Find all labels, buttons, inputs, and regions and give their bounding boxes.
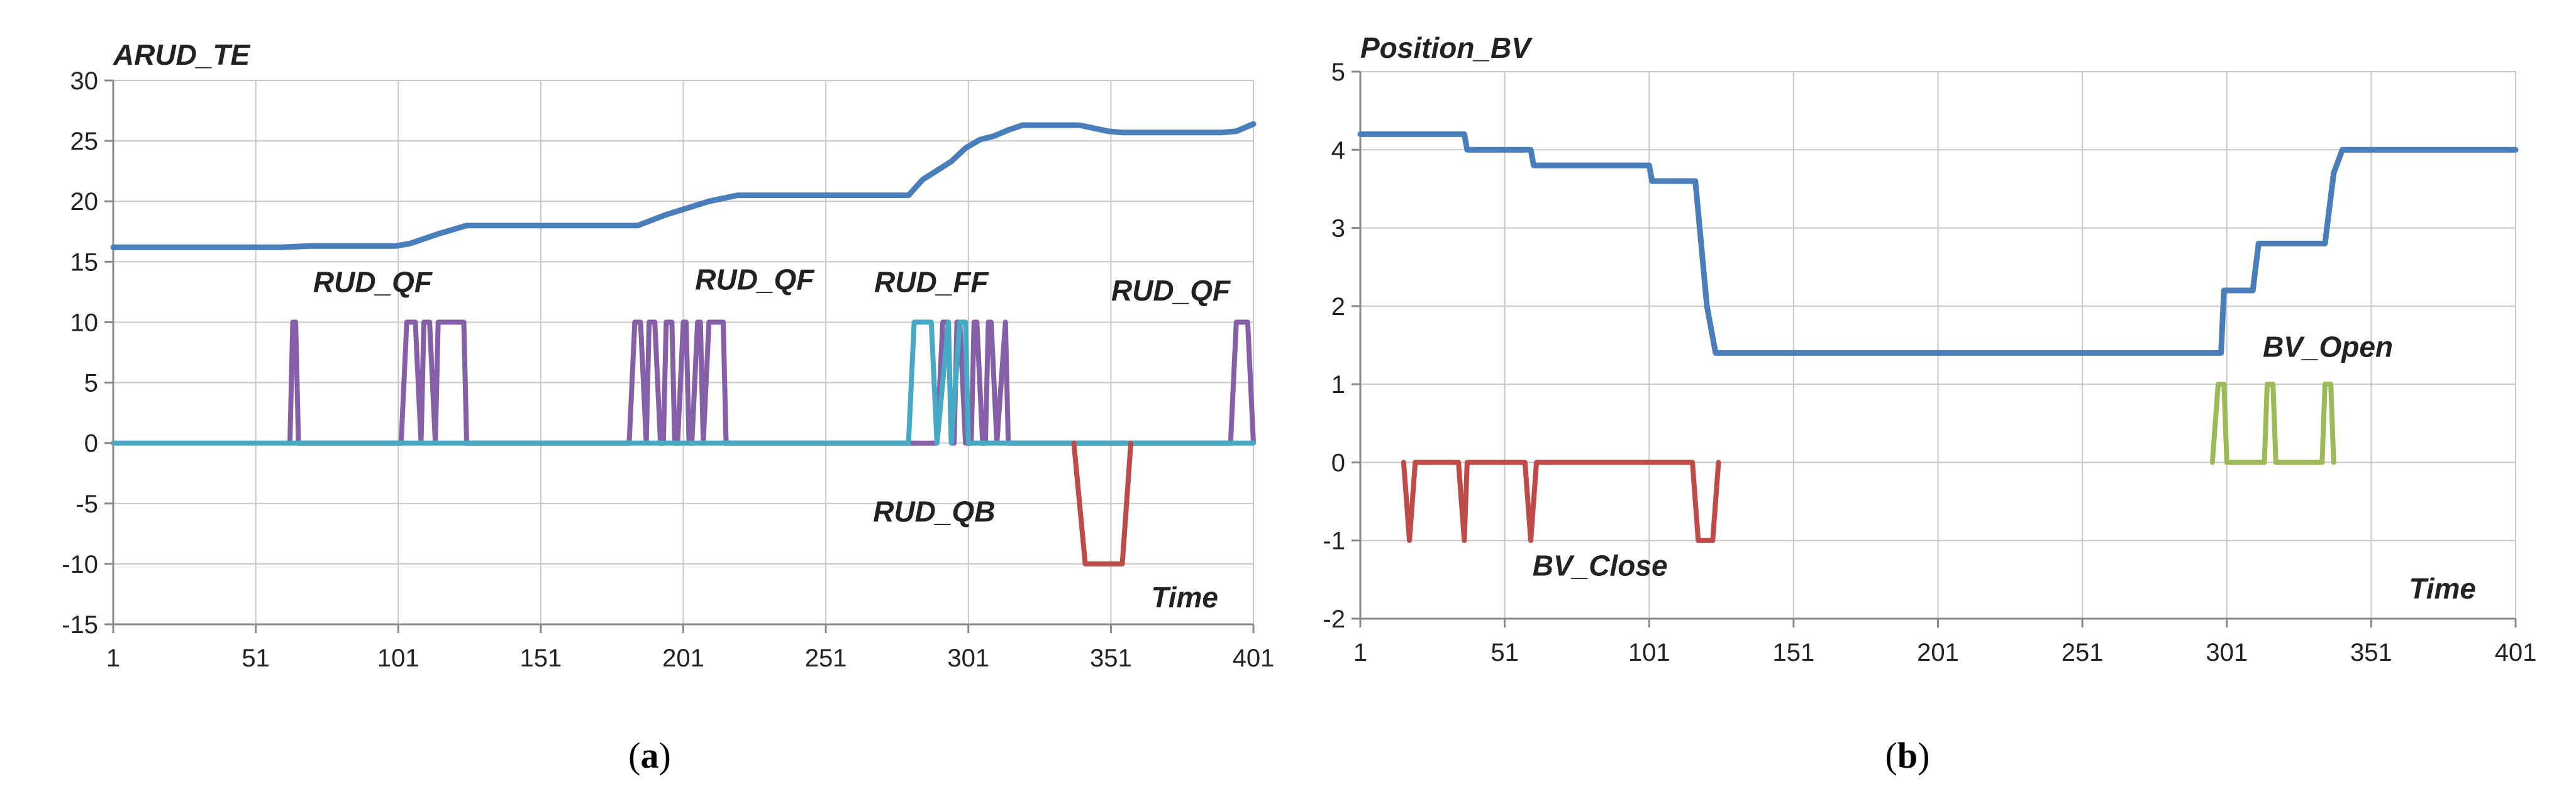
x-tick-label: 301	[947, 644, 989, 672]
y-tick-label: -5	[75, 490, 98, 518]
x-tick-label: 51	[242, 644, 270, 672]
x-tick-label: 301	[2206, 639, 2248, 666]
series-line-bv-close	[1401, 460, 1721, 543]
x-tick-label: 401	[1233, 644, 1275, 672]
annotation-rud-ff: RUD_FF	[874, 265, 989, 298]
annotations: BV_Close BV_Open	[1533, 331, 2393, 582]
series-line-rud-ff	[111, 319, 1256, 446]
y-tick-label: -15	[62, 611, 98, 639]
annotation-rud-qf: RUD_QF	[313, 265, 433, 298]
x-axis-label: Time	[1151, 581, 1218, 614]
y-tick-label: 4	[1331, 136, 1345, 164]
panel-caption-a: (a)	[628, 735, 671, 776]
series-line-arud-te	[110, 121, 1257, 250]
y-tick-label: 3	[1331, 215, 1345, 243]
annotation-rud-qf: RUD_QF	[695, 263, 815, 296]
y-tick-label: 30	[70, 67, 99, 95]
x-tick-label: 101	[377, 644, 419, 672]
x-tick-label: 1	[1353, 639, 1367, 666]
annotation-rud-qf: RUD_QF	[1111, 274, 1231, 307]
chart-title: Position_BV	[1360, 31, 1533, 64]
annotation-rud-qb: RUD_QB	[873, 495, 995, 528]
x-axis-label: Time	[2409, 572, 2476, 605]
x-tick-label: 401	[2495, 639, 2537, 666]
x-tick-label: 151	[1773, 639, 1815, 666]
x-tick-label: 201	[662, 644, 704, 672]
y-tick-label: 0	[84, 430, 98, 458]
series-line-position-bv	[1357, 131, 2519, 356]
y-tick-label: 25	[70, 128, 99, 155]
series-line-bv-open	[2209, 382, 2336, 465]
annotations: RUD_QF RUD_QF RUD_FF RUD_QF RUD_QB	[313, 263, 1231, 528]
x-tick-label: 1	[106, 644, 120, 672]
y-tick-label: 2	[1331, 293, 1345, 321]
y-axis-ticks: -2 -1 0 1 2 3 4 5	[1323, 58, 1360, 633]
x-axis-ticks: 1 51 101 151 201 251 301 351 401	[106, 624, 1275, 672]
x-tick-label: 51	[1491, 639, 1519, 666]
y-tick-label: -10	[62, 551, 98, 578]
x-tick-label: 101	[1628, 639, 1670, 666]
panel-caption-b: (b)	[1885, 735, 1930, 776]
chart-title: ARUD_TE	[113, 38, 251, 71]
annotation-bv-open: BV_Open	[2263, 331, 2393, 363]
y-tick-label: -2	[1323, 605, 1345, 633]
plot-area	[110, 80, 1257, 626]
plot-area	[1357, 71, 2519, 620]
x-tick-label: 251	[805, 644, 847, 672]
x-tick-label: 351	[2350, 639, 2392, 666]
y-tick-label: -1	[1323, 528, 1345, 555]
series-line-rud-qb	[1071, 440, 1134, 566]
x-tick-label: 151	[520, 644, 562, 672]
y-tick-label: 5	[84, 370, 98, 397]
annotation-bv-close: BV_Close	[1533, 550, 1668, 582]
y-tick-label: 1	[1331, 371, 1345, 399]
y-tick-label: 15	[70, 248, 99, 276]
x-tick-label: 251	[2062, 639, 2104, 666]
y-tick-label: 5	[1331, 58, 1345, 86]
y-tick-label: 20	[70, 188, 99, 216]
y-tick-label: 0	[1331, 449, 1345, 477]
y-axis-ticks: -15 -10 -5 0 5 10 15 20 25 30	[62, 67, 113, 639]
x-tick-label: 201	[1917, 639, 1959, 666]
x-axis-ticks: 1 51 101 151 201 251 301 351 401	[1353, 619, 2537, 666]
panel-caption-letter: b	[1897, 735, 1918, 776]
x-tick-label: 351	[1090, 644, 1132, 672]
y-tick-label: 10	[70, 309, 99, 336]
panel-caption-letter: a	[641, 735, 659, 776]
